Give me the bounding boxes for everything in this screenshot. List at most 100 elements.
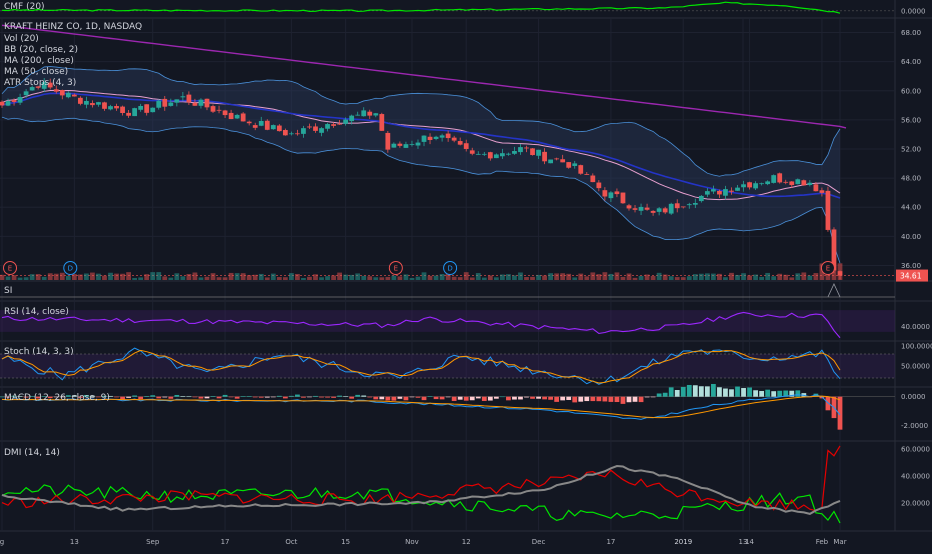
candle-body: [108, 106, 113, 110]
candle-body: [313, 126, 318, 131]
volume-bar: [114, 273, 119, 280]
candle-body: [126, 112, 131, 116]
candle-body: [234, 114, 240, 119]
macd-histogram-bar: [108, 395, 113, 397]
volume-bar: [17, 277, 23, 280]
volume-bar: [276, 277, 282, 280]
volume-bar: [174, 273, 180, 280]
macd-histogram-bar: [385, 396, 391, 401]
macd-histogram-bar: [632, 396, 638, 402]
macd-histogram-bar: [180, 396, 186, 397]
event-marker-letter: E: [826, 265, 830, 273]
volume-bar: [415, 276, 421, 280]
rsi-label[interactable]: RSI (14, close): [4, 307, 69, 317]
volume-bar: [331, 275, 336, 280]
volume-bar: [692, 274, 698, 280]
si-label[interactable]: SI: [4, 286, 13, 296]
candle-body: [270, 125, 276, 130]
volume-bar: [385, 276, 391, 280]
macd-line: [1, 394, 841, 420]
macd-histogram-bar: [512, 396, 517, 400]
macd-histogram-bar: [674, 390, 680, 397]
volume-bar: [84, 273, 89, 280]
macd-histogram-bar: [686, 384, 692, 397]
candle-body: [138, 106, 144, 110]
x-tick-label: 14: [745, 538, 754, 546]
volume-bar: [602, 272, 608, 280]
volume-bar: [813, 273, 819, 280]
candle-body: [608, 192, 614, 199]
volume-bar: [493, 277, 499, 280]
macd-histogram-bar: [536, 396, 541, 399]
volume-bar: [662, 274, 668, 280]
cmf-label[interactable]: CMF (20): [4, 2, 45, 12]
candle-body: [295, 133, 300, 135]
macd-histogram-bar: [246, 396, 252, 397]
macd-histogram-bar: [469, 396, 475, 401]
macd-histogram-bar: [391, 396, 397, 401]
candle-body: [542, 151, 547, 162]
candle-body: [759, 183, 765, 185]
volume-bar: [150, 272, 156, 280]
macd-histogram-bar: [276, 395, 282, 397]
ma200-label[interactable]: MA (200, close): [4, 56, 74, 66]
dmi-label[interactable]: DMI (14, 14): [4, 448, 60, 458]
volume-bar: [361, 275, 367, 280]
macd-histogram-bar: [439, 396, 445, 400]
volume-bar: [102, 275, 107, 280]
macd-label[interactable]: MACD (12, 26, close, 9): [4, 393, 110, 403]
volume-bar: [307, 276, 312, 280]
volume-bar: [747, 275, 752, 280]
volume-bar: [343, 274, 349, 280]
macd-histogram-bar: [204, 396, 210, 399]
candle-body: [813, 184, 819, 192]
candle-body: [500, 153, 505, 157]
volume-bar: [186, 274, 192, 280]
candle-body: [325, 124, 330, 129]
candle-body: [65, 92, 71, 98]
rsi-tick-label: 40.0000: [901, 323, 930, 331]
event-marker-letter: D: [447, 265, 452, 273]
macd-histogram-bar: [596, 396, 602, 402]
candle-body: [84, 100, 89, 105]
atr-label[interactable]: ATR Stops (4, 3): [4, 78, 77, 88]
macd-histogram-bar: [156, 396, 162, 399]
candle-body: [680, 206, 686, 208]
candle-body: [783, 181, 789, 183]
candle-body: [704, 191, 710, 195]
candle-body: [427, 136, 433, 141]
candle-body: [361, 110, 367, 117]
candle-body: [144, 104, 150, 113]
volume-bar: [216, 277, 222, 280]
volume-bar: [819, 263, 825, 280]
macd-histogram-bar: [500, 396, 505, 398]
candle-body: [282, 130, 288, 136]
stoch-label[interactable]: Stoch (14, 3, 3): [4, 347, 74, 357]
candle-body: [114, 105, 119, 109]
volume-bar: [132, 277, 138, 280]
vol-label[interactable]: Vol (20): [4, 34, 39, 44]
volume-bar: [349, 274, 355, 280]
rsi-line: [1, 311, 841, 339]
volume-bar: [355, 273, 361, 280]
candle-body: [264, 120, 270, 130]
macd-histogram-bar: [602, 396, 608, 402]
macd-histogram-bar: [463, 396, 469, 401]
macd-histogram-bar: [451, 396, 457, 401]
macd-histogram-bar: [240, 396, 246, 397]
candle-body: [469, 150, 475, 154]
macd-histogram-bar: [222, 394, 228, 397]
candle-body: [433, 136, 439, 139]
price-tick-label: 68.00: [901, 29, 921, 37]
volume-bar: [240, 273, 246, 280]
volume-bar: [210, 273, 216, 280]
x-tick-label: Nov: [405, 538, 419, 546]
ma50-label[interactable]: MA (50, close): [4, 67, 69, 77]
stoch-d-line: [1, 349, 841, 384]
bb-label[interactable]: BB (20, close, 2): [4, 45, 79, 55]
macd-histogram-bar: [650, 396, 656, 398]
macd-histogram-bar: [475, 396, 481, 399]
macd-histogram-bar: [53, 396, 59, 398]
event-marker: [3, 261, 17, 275]
